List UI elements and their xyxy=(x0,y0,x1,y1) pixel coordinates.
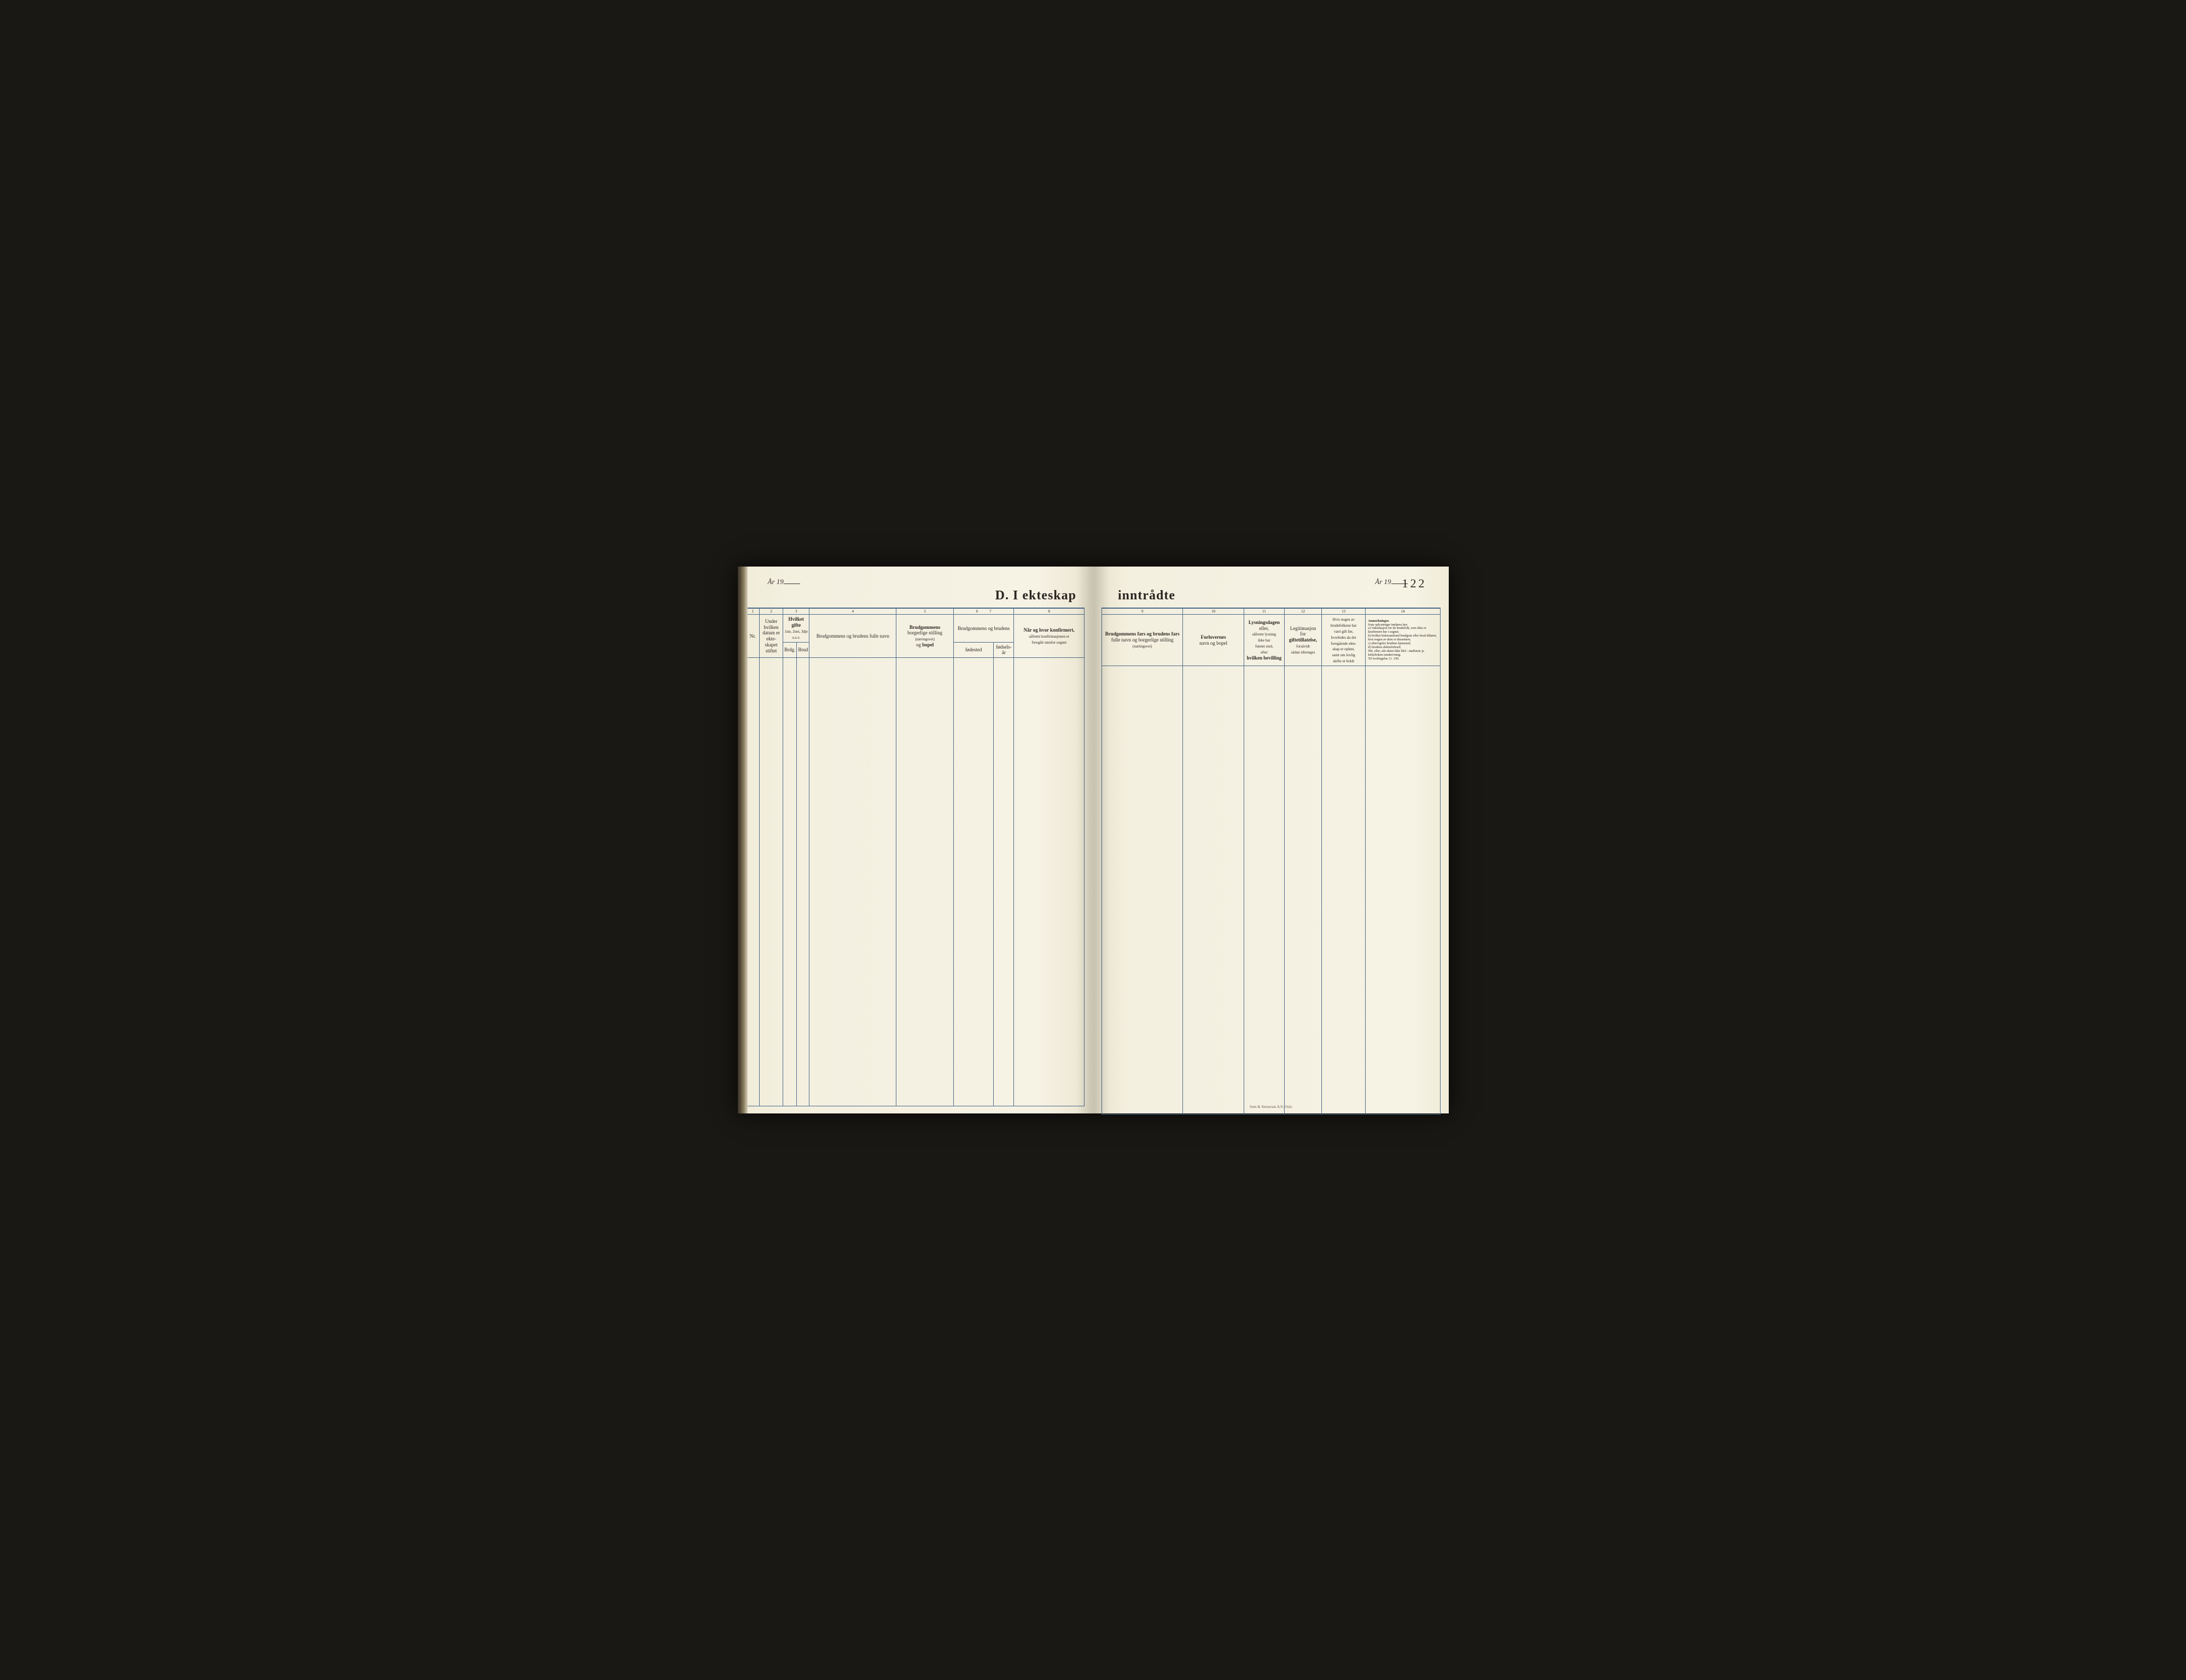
col-brudens-header: Brudgommens og brudens xyxy=(953,615,1014,642)
col-nr: Nr. xyxy=(746,615,760,658)
col-datum: Under hvilken datum er ekte-skapet stift… xyxy=(760,615,783,658)
col-num: 5 xyxy=(896,608,953,615)
col-forlovernes: Forlovernesnavn og bopel xyxy=(1183,615,1244,666)
col-brud: Brud xyxy=(797,642,809,658)
col-num: 12 xyxy=(1284,608,1321,615)
printer-imprint: Sem & Stenersen A/S, Oslo xyxy=(1250,1105,1292,1109)
section-title-right: inntrådte xyxy=(1118,588,1441,603)
col-anmerkninger: Anmerkninger. Som oplysninger innføres h… xyxy=(1366,615,1440,666)
header-row: Nr. Under hvilken datum er ekte-skapet s… xyxy=(746,615,1085,642)
col-lysning: Lysningsdageneller, såfremt lysningikke … xyxy=(1244,615,1284,666)
col-num: 2 xyxy=(760,608,783,615)
col-fodested: fødested xyxy=(953,642,994,658)
section-title-left: D. I ekteskap xyxy=(746,588,1077,603)
col-num: 4 xyxy=(809,608,896,615)
col-gifte-header: Hvilket gifte 1ste, 2net, 3dje o.s.v. xyxy=(783,615,809,642)
col-stilling: Brudgommensborgerlige stilling(næringsve… xyxy=(896,615,953,658)
col-num: 11 xyxy=(1244,608,1284,615)
right-page: 122 År 19 inntrådte 9 10 11 12 13 14 Bru… xyxy=(1093,567,1449,1113)
col-num: 10 xyxy=(1183,608,1244,615)
col-num: 3 xyxy=(783,608,809,615)
col-num: 13 xyxy=(1322,608,1366,615)
empty-body-row xyxy=(746,658,1085,1106)
col-fulle-navn: Brudgommens og brudens fulle navn xyxy=(809,615,896,658)
col-num: 14 xyxy=(1366,608,1440,615)
ledger-body-left xyxy=(746,658,1085,1106)
year-label-right: År 19 xyxy=(1101,578,1408,586)
header-row: Brudgommens fars og brudens fars fulle n… xyxy=(1102,615,1441,666)
col-num: 9 xyxy=(1102,608,1183,615)
left-page: År 19 D. I ekteskap 1 2 3 4 5 6 7 8 xyxy=(738,567,1094,1113)
col-konfirmert: Når og hvor konfirmert, såfremt konfirma… xyxy=(1014,615,1085,658)
column-number-row: 9 10 11 12 13 14 xyxy=(1102,608,1441,615)
col-num: 1 xyxy=(746,608,760,615)
col-fars: Brudgommens fars og brudens fars fulle n… xyxy=(1102,615,1183,666)
col-num: 8 xyxy=(1014,608,1085,615)
col-num-6-7: 6 7 xyxy=(953,608,1014,615)
ledger-table-right: 9 10 11 12 13 14 Brudgommens fars og bru… xyxy=(1101,608,1441,1115)
col-tidligere-gift: Hvis nogen avbrudefolkene harvært gift f… xyxy=(1322,615,1366,666)
empty-body-row xyxy=(1102,666,1441,1114)
ledger-table-left: 1 2 3 4 5 6 7 8 Nr. Under hvilken datum … xyxy=(746,608,1085,1106)
ledger-body-right xyxy=(1102,666,1441,1114)
column-number-row: 1 2 3 4 5 6 7 8 xyxy=(746,608,1085,615)
book-spread: År 19 D. I ekteskap 1 2 3 4 5 6 7 8 xyxy=(738,567,1449,1113)
col-legitimasjon: Legitimasjonfor giftetillatelse, forsåvi… xyxy=(1284,615,1321,666)
page-number: 122 xyxy=(1402,576,1427,591)
binding-edge xyxy=(738,567,748,1113)
col-fodselsar: fødsels-år xyxy=(994,642,1014,658)
col-brdg: Brdg. xyxy=(783,642,797,658)
year-label-left: År 19 xyxy=(768,578,1085,586)
